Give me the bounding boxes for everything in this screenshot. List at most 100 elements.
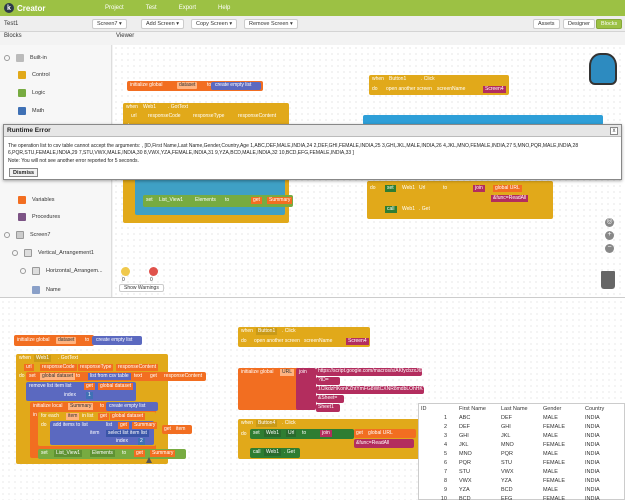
- table-cell: JKL: [501, 432, 511, 439]
- tree-item-procedures[interactable]: Procedures: [18, 212, 60, 222]
- tree-horizontal-arrangement[interactable]: Horizontal_Arrangem...: [20, 266, 103, 276]
- logo: k: [4, 3, 14, 13]
- column-header: Gender: [543, 405, 562, 412]
- table-cell: INDIA: [585, 432, 600, 439]
- get-global-url-block[interactable]: get global URL: [354, 429, 416, 438]
- get-item-block[interactable]: get item: [162, 425, 192, 434]
- textbox-icon: [32, 286, 40, 294]
- dialog-message: The operation list to csv table cannot a…: [8, 143, 579, 156]
- table-cell: 8: [443, 477, 447, 484]
- recenter-icon[interactable]: ◎: [605, 218, 614, 227]
- table-cell: 3: [443, 432, 447, 439]
- set-listview-elements-block[interactable]: set List_View1 Elements to get Summary: [143, 195, 293, 207]
- tree-builtin[interactable]: Built-in: [4, 53, 47, 63]
- tree-item-logic[interactable]: Logic: [18, 88, 45, 98]
- warnings-indicator[interactable]: 0 0 Show Warnings: [119, 267, 164, 293]
- id-param-text-block[interactable]: ?ID=: [316, 377, 340, 385]
- dialog-note: Note: You will not see another error rep…: [8, 158, 139, 164]
- remove-screen-button[interactable]: Remove Screen ▾: [244, 19, 298, 29]
- table-cell: MALE: [543, 450, 558, 457]
- close-icon[interactable]: x: [610, 127, 618, 135]
- init-dataset-block[interactable]: initialize global dataset to: [127, 81, 263, 91]
- init-dataset-block[interactable]: initialize global dataset to: [14, 335, 94, 346]
- table-cell: YZA: [501, 477, 512, 484]
- cursor-icon: [146, 457, 152, 463]
- table-row: 5 MNO PQR MALE INDIA: [419, 449, 624, 458]
- collapse-icon[interactable]: [12, 250, 18, 256]
- create-empty-list-block[interactable]: create empty list: [92, 336, 142, 345]
- table-cell: INDIA: [585, 423, 600, 430]
- sheet-id-text-block[interactable]: 1ClkdzHKonKZhtYmFG8WtCXNR8mdbLOhHKYuNHYs…: [316, 386, 445, 394]
- ide-screenshot: k Creator Project Test Export Help Test1…: [0, 0, 625, 298]
- table-cell: DEF: [501, 414, 512, 421]
- math-swatch-icon: [18, 107, 26, 115]
- table-cell: VWX: [459, 477, 472, 484]
- sheet-param-text-block[interactable]: &Sheet=: [316, 395, 344, 403]
- menu-help[interactable]: Help: [218, 5, 231, 11]
- remove-list-item-block[interactable]: remove list item list get global dataset…: [26, 382, 136, 401]
- blocks-panel-header: Blocks: [4, 33, 22, 39]
- blocks-closeup: initialize global dataset to create empt…: [0, 299, 625, 500]
- tree-item-variables[interactable]: Variables: [18, 195, 55, 205]
- menu-project[interactable]: Project: [105, 5, 124, 11]
- button4-click-event-block[interactable]: do set Web1 Url to join global URL &func…: [367, 181, 553, 219]
- dismiss-button[interactable]: Dismiss: [9, 168, 39, 177]
- control-swatch-icon: [18, 71, 26, 79]
- init-url-block[interactable]: initialize global URL: [238, 368, 302, 410]
- runtime-error-dialog: Runtime Error x The operation list to cs…: [3, 124, 622, 180]
- dialog-title: Runtime Error: [4, 125, 621, 137]
- join-block[interactable]: join: [296, 368, 316, 410]
- menu-test[interactable]: Test: [145, 5, 157, 11]
- table-cell: VWX: [501, 468, 514, 475]
- table-cell: INDIA: [585, 477, 600, 484]
- tree-screen[interactable]: Screen7: [4, 230, 51, 240]
- button1-click-event-block[interactable]: when Button1 . Click do open another scr…: [369, 75, 509, 95]
- zoom-out-icon[interactable]: −: [605, 244, 614, 253]
- set-dataset-block[interactable]: set global dataset to list from csv tabl…: [26, 372, 206, 381]
- add-items-to-list-block[interactable]: add items to list list get Summary item …: [50, 421, 158, 445]
- url-text-block[interactable]: https://script.google.com/macros/s/AKfyc…: [316, 368, 436, 376]
- table-cell: 6: [443, 459, 447, 466]
- tree-item-math[interactable]: Math: [18, 106, 44, 116]
- create-empty-list-block[interactable]: create empty list: [211, 82, 261, 90]
- menu-export[interactable]: Export: [178, 5, 197, 11]
- top-bar: k Creator Project Test Export Help: [0, 0, 625, 16]
- viewer-panel-header: Viewer: [116, 33, 135, 39]
- create-empty-list-block[interactable]: create empty list: [106, 402, 158, 411]
- table-cell: INDIA: [585, 450, 600, 457]
- table-cell: DEF: [459, 423, 470, 430]
- collapse-icon[interactable]: [4, 55, 10, 61]
- set-web1-url-block[interactable]: set Web1 Url to join: [250, 429, 354, 439]
- table-cell: STU: [501, 459, 512, 466]
- show-warnings-button[interactable]: Show Warnings: [119, 284, 164, 292]
- blocks-button[interactable]: Blocks: [596, 19, 623, 29]
- url-init-block-partial[interactable]: [363, 115, 603, 125]
- sheet-name-text-block[interactable]: Sheet1: [316, 404, 340, 412]
- logic-swatch-icon: [18, 89, 26, 97]
- set-listview-elements-block[interactable]: set List_View1 Elements to get Summary: [38, 449, 186, 459]
- copy-screen-button[interactable]: Copy Screen ▾: [191, 19, 238, 29]
- screen-select[interactable]: Screen7 ▾: [92, 19, 127, 29]
- backpack-icon[interactable]: [589, 53, 617, 85]
- designer-button[interactable]: Designer: [563, 19, 596, 29]
- brand-name: Creator: [17, 3, 46, 13]
- table-cell: 7: [443, 468, 447, 475]
- collapse-icon[interactable]: [20, 268, 26, 274]
- assets-button[interactable]: Assets: [533, 19, 560, 29]
- tree-item-control[interactable]: Control: [18, 70, 50, 80]
- collapse-icon[interactable]: [4, 232, 10, 238]
- add-screen-button[interactable]: Add Screen ▾: [141, 19, 185, 29]
- table-cell: FEMALE: [543, 441, 566, 448]
- tree-vertical-arrangement[interactable]: Vertical_Arrangement1: [12, 248, 94, 258]
- procedures-swatch-icon: [18, 213, 26, 221]
- table-cell: FEMALE: [543, 477, 566, 484]
- table-cell: PQR: [501, 450, 513, 457]
- button1-click-event-block[interactable]: when Button1 . Click do open another scr…: [238, 327, 370, 347]
- column-header: ID: [421, 405, 427, 412]
- tree-name[interactable]: Name: [32, 285, 61, 295]
- func-readall-text-block[interactable]: &func=ReadAll: [354, 439, 414, 448]
- call-web1-get-block[interactable]: call Web1 . Get: [250, 448, 300, 458]
- table-cell: MALE: [543, 432, 558, 439]
- trash-icon[interactable]: [601, 271, 615, 289]
- zoom-in-icon[interactable]: +: [605, 231, 614, 240]
